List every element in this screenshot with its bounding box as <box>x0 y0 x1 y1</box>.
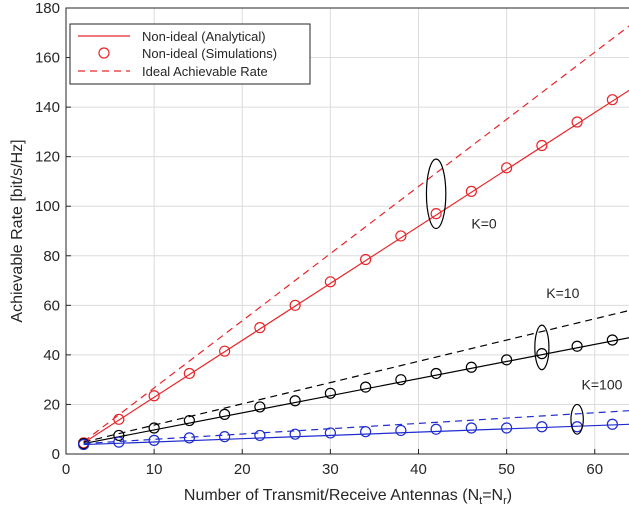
annotation-label: K=0 <box>471 216 497 232</box>
simulation-point-k100 <box>183 432 195 444</box>
simulation-point-k0 <box>254 322 266 334</box>
annotation-ellipse <box>425 158 447 230</box>
simulation-point-k0 <box>113 413 125 425</box>
simulation-point-k100 <box>219 431 231 443</box>
simulation-point-k0 <box>289 299 301 311</box>
simulation-point-k10 <box>395 374 407 386</box>
series-lines <box>83 25 629 446</box>
simulation-point-k10 <box>219 408 231 420</box>
simulation-point-k10 <box>465 361 477 373</box>
y-tick-label: 140 <box>35 99 60 116</box>
ideal-line-k100 <box>83 410 629 445</box>
simulation-point-k10 <box>183 414 195 427</box>
x-axis-label-sub-t: t <box>479 495 482 507</box>
simulation-point-k100 <box>254 429 266 442</box>
simulation-point-k0 <box>360 253 372 266</box>
simulation-point-k0 <box>148 390 160 402</box>
simulation-point-k100 <box>465 422 477 434</box>
y-tick-label: 160 <box>35 50 60 67</box>
simulation-point-k10 <box>289 395 301 407</box>
y-tick-label: 180 <box>35 0 60 17</box>
simulation-point-k0 <box>536 139 548 152</box>
simulation-point-k10 <box>113 429 125 442</box>
legend-box <box>69 23 311 85</box>
analytical-line-k10 <box>83 337 629 445</box>
simulation-point-k100 <box>606 418 618 430</box>
analytical-line-k100 <box>83 423 629 446</box>
x-tick-label: 50 <box>498 461 515 478</box>
plot-frame <box>65 7 629 455</box>
y-tick-label: 120 <box>35 149 60 166</box>
y-tick-label: 0 <box>52 446 60 463</box>
ideal-line-k0 <box>83 25 629 443</box>
simulation-point-k0 <box>324 276 336 288</box>
simulation-point-k100 <box>148 434 160 446</box>
simulation-markers <box>78 94 618 451</box>
simulation-point-k0 <box>395 230 407 242</box>
legend: Non-ideal (Analytical) Non-ideal (Simula… <box>69 23 311 85</box>
simulation-point-k10 <box>536 348 548 360</box>
annotation-ellipse <box>534 324 550 371</box>
legend-label-analytical: Non-ideal (Analytical) <box>142 29 266 44</box>
simulation-point-k100 <box>536 421 548 433</box>
x-axis-label-mid: =N <box>482 487 503 504</box>
x-tick-label: 30 <box>322 461 339 478</box>
y-tick-label: 80 <box>43 248 60 265</box>
simulation-point-k10 <box>606 334 618 346</box>
ideal-line-k10 <box>83 309 629 443</box>
simulation-point-k10 <box>501 354 513 366</box>
annotation-label: K=10 <box>546 285 579 301</box>
annotations: K=0 K=10 K=100 <box>425 158 623 435</box>
y-tick-label: 20 <box>43 396 60 413</box>
y-tick-label: 40 <box>43 347 60 364</box>
simulation-point-k10 <box>324 387 336 399</box>
simulation-point-k0 <box>430 208 442 220</box>
simulation-point-k100 <box>324 427 336 439</box>
simulation-point-k10 <box>430 367 442 380</box>
simulation-point-k100 <box>395 424 407 437</box>
simulation-point-k100 <box>501 422 513 434</box>
simulation-point-k0 <box>606 94 618 106</box>
annotation-label: K=100 <box>582 377 623 393</box>
simulation-point-k10 <box>148 422 160 434</box>
y-axis-label: Achievable Rate [bit/s/Hz] <box>9 139 26 322</box>
simulation-point-k10 <box>571 340 583 352</box>
simulation-point-k100 <box>360 426 372 438</box>
x-axis-label-main: Number of Transmit/Receive Antennas (N <box>184 487 479 504</box>
simulation-point-k0 <box>465 185 477 197</box>
x-tick-label: 40 <box>410 461 427 478</box>
x-axis-label: Number of Transmit/Receive Antennas (Nt=… <box>184 487 512 507</box>
legend-label-ideal: Ideal Achievable Rate <box>142 64 268 79</box>
x-axis-label-end: ) <box>507 487 512 504</box>
x-tick-label: 20 <box>234 461 251 478</box>
simulation-point-k0 <box>501 162 513 174</box>
simulation-point-k0 <box>219 345 231 357</box>
y-tick-label: 100 <box>35 198 60 215</box>
simulation-point-k0 <box>183 367 195 380</box>
simulation-point-k0 <box>571 116 583 128</box>
x-axis-label-sub-r: r <box>503 495 507 507</box>
x-tick-label: 0 <box>62 461 70 478</box>
simulation-point-k100 <box>289 428 301 440</box>
simulation-point-k100 <box>78 438 90 451</box>
annotation-ellipse <box>570 403 584 435</box>
simulation-point-k10 <box>254 401 266 413</box>
x-tick-label: 10 <box>146 461 163 478</box>
legend-circle-marker-icon <box>98 47 110 59</box>
y-tick-label: 60 <box>43 297 60 314</box>
analytical-line-k0 <box>83 89 629 444</box>
x-tick-label: 60 <box>586 461 603 478</box>
simulation-point-k100 <box>430 423 442 435</box>
legend-label-simulations: Non-ideal (Simulations) <box>142 46 277 61</box>
simulation-point-k10 <box>360 381 372 393</box>
simulation-point-k100 <box>113 436 125 448</box>
axis-ticks: 0 10 20 30 40 50 60 0 20 40 60 80 100 120 140 160 180 <box>35 0 603 478</box>
